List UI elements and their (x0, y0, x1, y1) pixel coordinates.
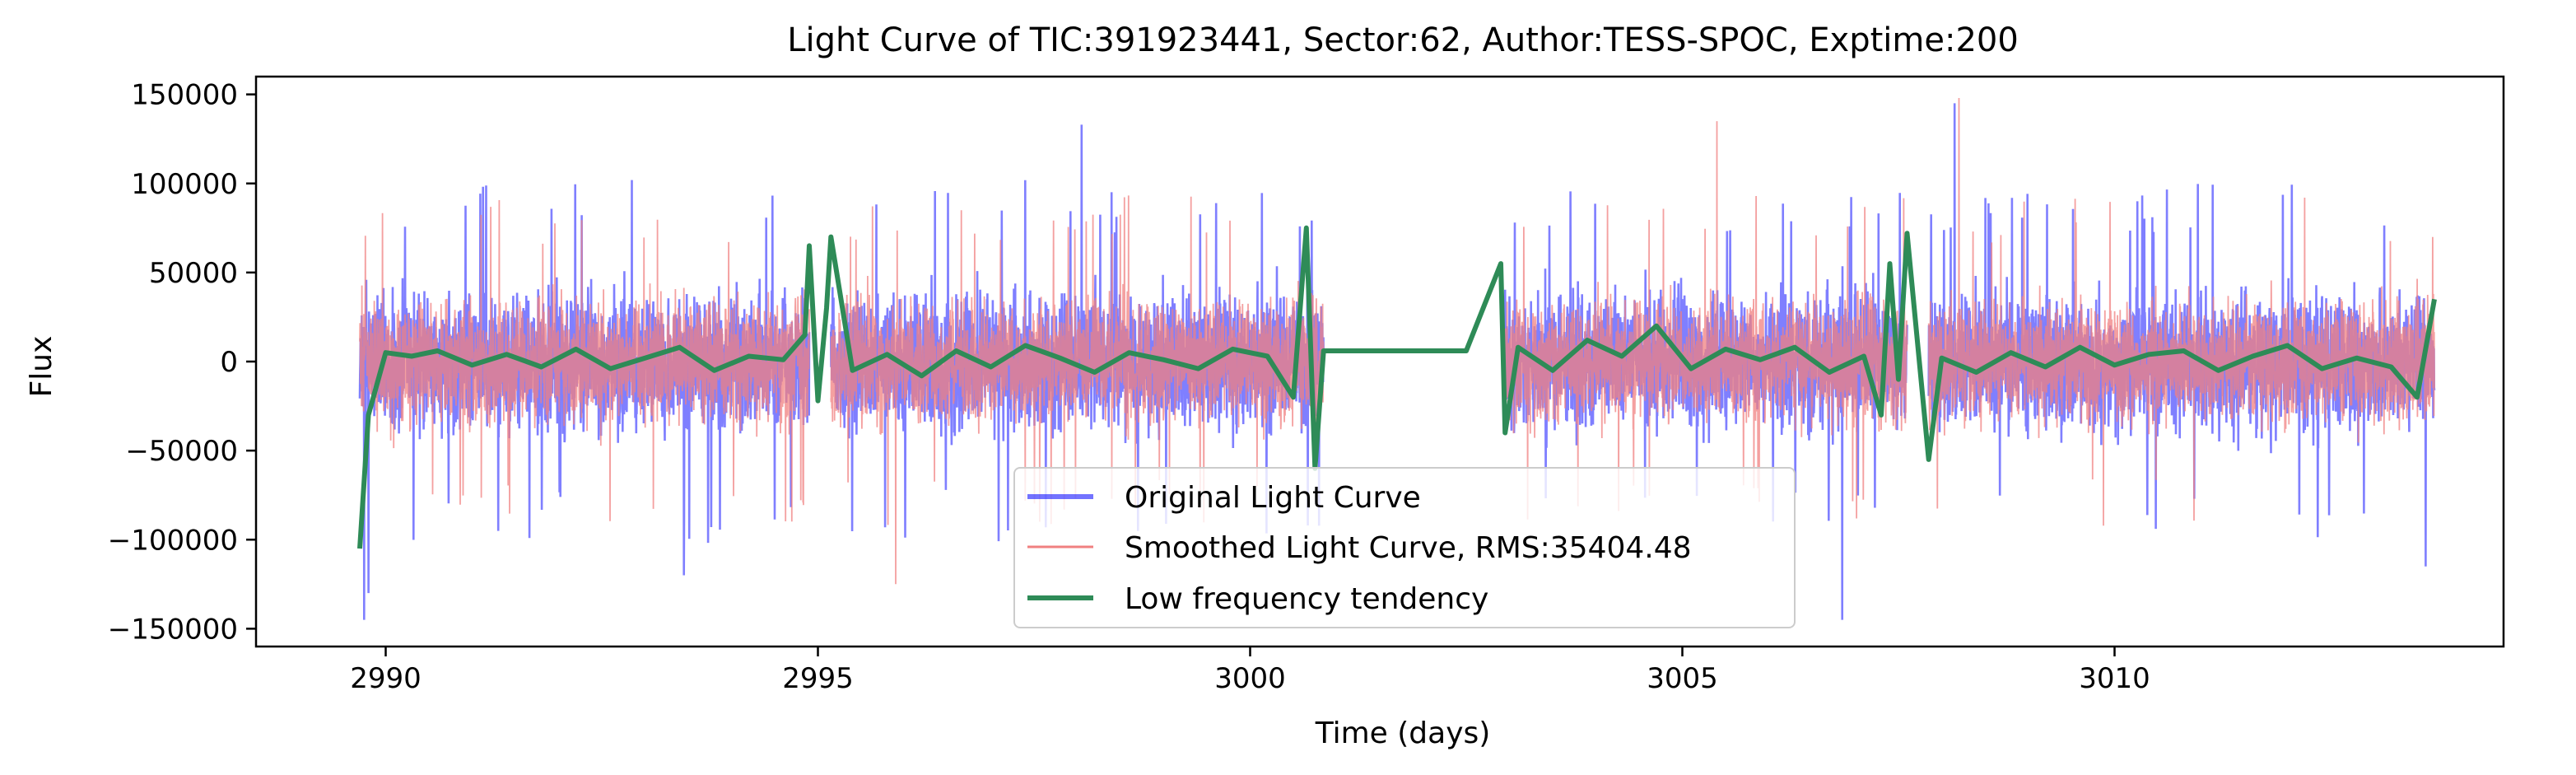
legend-label-smoothed: Smoothed Light Curve, RMS:35404.48 (1125, 531, 1692, 565)
y-tick-label: −150000 (108, 613, 238, 646)
y-axis-label: Flux (25, 336, 58, 398)
y-tick-label: 100000 (131, 168, 238, 201)
x-tick-label: 2995 (782, 662, 854, 695)
y-tick-label: 50000 (149, 257, 238, 290)
legend-label-trend: Low frequency tendency (1125, 582, 1488, 616)
series-low-frequency-tendency (357, 225, 2437, 549)
legend-label-original: Original Light Curve (1125, 481, 1421, 515)
series-smoothed-light-curve (359, 97, 2435, 585)
x-tick-label: 3005 (1647, 662, 1718, 695)
x-tick-label: 2990 (350, 662, 422, 695)
y-axis: −150000 −100000 −50000 0 50000 100000 150000 (108, 79, 256, 646)
y-tick-label: 0 (220, 346, 238, 379)
x-tick-label: 3000 (1214, 662, 1286, 695)
y-tick-label: −100000 (108, 524, 238, 557)
legend-box (1013, 467, 1796, 628)
plot-area (357, 97, 2437, 620)
legend: Original Light Curve Smoothed Light Curv… (1013, 467, 1796, 628)
x-axis-label: Time (days) (1315, 717, 1491, 750)
chart-title: Light Curve of TIC:391923441, Sector:62,… (787, 21, 2019, 59)
x-tick-label: 3010 (2079, 662, 2150, 695)
x-axis: 2990 2995 3000 3005 3010 (350, 647, 2150, 695)
y-tick-label: 150000 (131, 79, 238, 112)
y-tick-label: −50000 (125, 435, 238, 468)
